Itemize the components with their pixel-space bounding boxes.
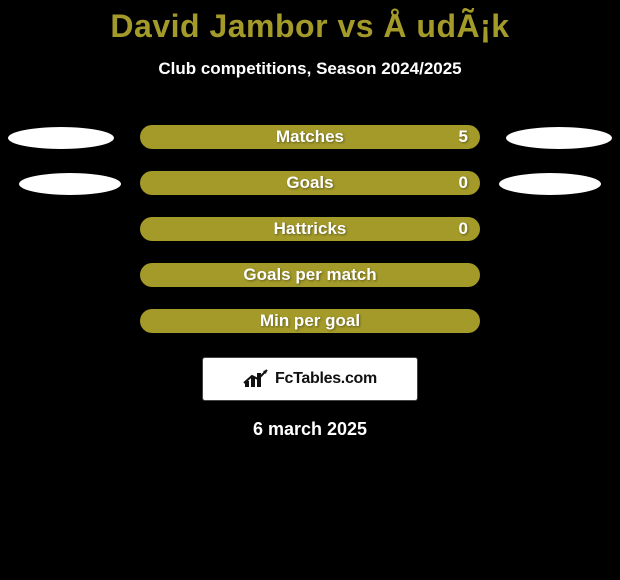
stat-label: Hattricks (274, 219, 347, 239)
stat-row: Goals 0 (0, 171, 620, 195)
stat-bar: Goals per match (140, 263, 480, 287)
stat-bar: Matches 5 (140, 125, 480, 149)
stat-label: Min per goal (260, 311, 360, 331)
subtitle: Club competitions, Season 2024/2025 (158, 59, 461, 79)
left-ellipse (19, 173, 121, 195)
stat-value: 0 (459, 173, 468, 193)
stat-row: Matches 5 (0, 125, 620, 149)
stat-row: Hattricks 0 (0, 217, 620, 241)
left-ellipse (8, 127, 114, 149)
stat-label: Goals (286, 173, 333, 193)
page-title: David Jambor vs Å udÃ¡k (110, 8, 509, 45)
date-label: 6 march 2025 (253, 419, 367, 440)
right-ellipse (499, 173, 601, 195)
bar-chart-icon (243, 369, 269, 389)
stat-label: Matches (276, 127, 344, 147)
stat-value: 0 (459, 219, 468, 239)
fctables-logo-text: FcTables.com (275, 370, 377, 388)
stat-bar: Min per goal (140, 309, 480, 333)
stat-bar: Hattricks 0 (140, 217, 480, 241)
stat-label: Goals per match (243, 265, 376, 285)
fctables-logo[interactable]: FcTables.com (202, 357, 418, 401)
stat-value: 5 (459, 127, 468, 147)
right-ellipse (506, 127, 612, 149)
stat-row: Min per goal (0, 309, 620, 333)
stats-section: Matches 5 Goals 0 Hattricks 0 Goals per match M… (0, 125, 620, 333)
stat-bar: Goals 0 (140, 171, 480, 195)
stat-row: Goals per match (0, 263, 620, 287)
